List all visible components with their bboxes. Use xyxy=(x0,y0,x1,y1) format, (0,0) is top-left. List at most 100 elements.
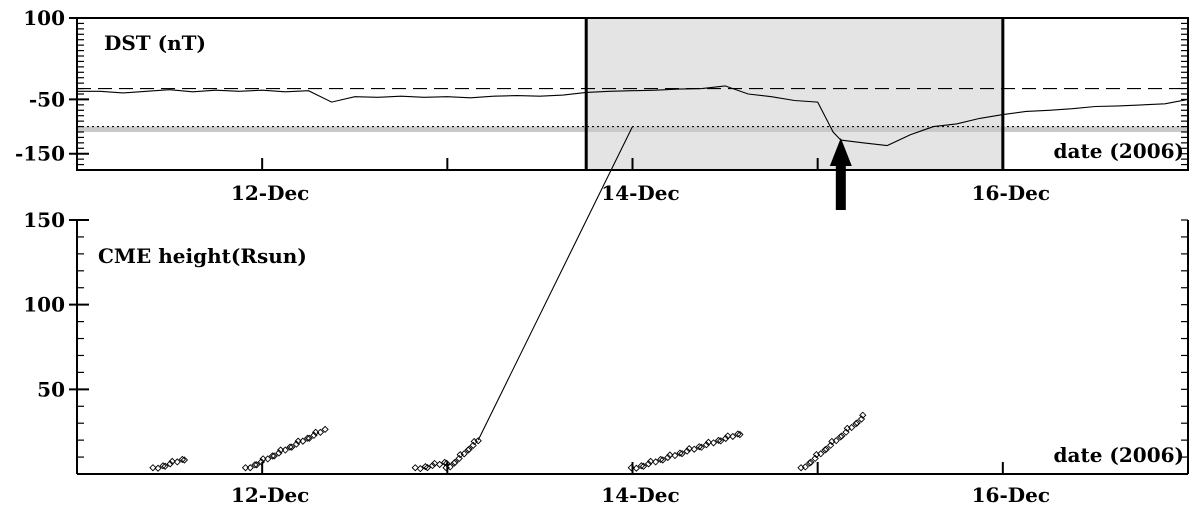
cme-height-point xyxy=(303,434,312,442)
dst-x-tick-label: 16-Dec xyxy=(972,181,1050,205)
cme-height-point xyxy=(430,459,439,468)
cme-height-point xyxy=(154,464,162,472)
cme-height-point xyxy=(241,464,250,472)
dst-x-axis-label: date (2006) xyxy=(1054,139,1184,163)
cme-x-axis: 12-Dec 14-Dec 16-Dec xyxy=(76,462,1189,507)
arrow-head xyxy=(829,138,852,166)
cme-height-point xyxy=(797,464,805,472)
dst-series-line xyxy=(77,85,1189,147)
cme-height-point xyxy=(709,439,718,447)
cme-height-point xyxy=(652,458,660,466)
cme-height-point xyxy=(180,456,189,464)
cme-height-point xyxy=(676,449,684,457)
cme-height-point xyxy=(178,455,186,464)
cme-height-point xyxy=(716,437,725,445)
cme-panel-title: CME height(Rsun) xyxy=(98,244,307,268)
cme-height-point xyxy=(671,451,679,460)
cme-height-point xyxy=(729,432,737,441)
cme-height-point xyxy=(811,454,819,463)
cme-y-tick-label: 100 xyxy=(23,293,65,317)
cme-height-point xyxy=(276,446,285,454)
cme-height-point xyxy=(659,456,667,464)
cme-height-point xyxy=(842,428,850,436)
dst-panel: 100 -50 -150 12-Dec 14-Dec 16-Dec DST (nT) d… xyxy=(15,6,1189,210)
dst-x-tick-label: 12-Dec xyxy=(231,181,309,205)
cme-height-point xyxy=(253,461,261,469)
cme-height-point xyxy=(838,432,846,440)
cme-height-point xyxy=(826,441,835,449)
cme-height-point xyxy=(690,445,698,453)
arrow-shaft xyxy=(835,162,846,210)
cme-height-point xyxy=(421,462,430,471)
cme-height-markers xyxy=(149,411,867,473)
cme-height-point xyxy=(259,455,267,463)
cme-height-point xyxy=(857,415,866,423)
cme-height-point xyxy=(639,462,648,470)
cme-height-point xyxy=(251,461,259,469)
dst-y-axis: 100 -50 -150 xyxy=(15,6,89,166)
cme-height-point xyxy=(286,443,294,451)
cme-height-point xyxy=(288,443,296,451)
cme-height-point xyxy=(451,458,459,466)
cme-minor-ticks xyxy=(77,219,1188,475)
cme-height-point xyxy=(460,450,468,458)
cme-height-point xyxy=(316,428,325,436)
cme-height-point xyxy=(801,463,809,471)
cme-x-axis-label: date (2006) xyxy=(1054,443,1184,467)
cme-height-point xyxy=(246,464,254,472)
cme-height-point xyxy=(817,450,825,458)
cme-height-point xyxy=(423,463,432,472)
cme-height-point xyxy=(859,411,867,419)
cme-height-point xyxy=(442,464,450,472)
dst-y-tick-label: 100 xyxy=(23,6,65,30)
cme-height-point xyxy=(697,443,705,451)
cme-height-point xyxy=(714,436,723,445)
storm-arrow-icon xyxy=(829,138,852,210)
cme-panel: 50 100 150 12-Dec 14-Dec 16-Dec CME height(R… xyxy=(23,126,1189,507)
cme-event-markers xyxy=(627,430,744,472)
cme-height-point xyxy=(275,449,283,457)
cme-projection-line xyxy=(477,126,633,441)
cme-height-point xyxy=(853,419,861,427)
cme-height-point xyxy=(416,465,424,473)
cme-y-tick-label: 50 xyxy=(37,377,65,401)
cme-height-point xyxy=(292,440,301,448)
cme-height-point xyxy=(264,455,272,463)
cme-height-point xyxy=(435,460,444,469)
cme-x-tick-label: 12-Dec xyxy=(231,483,309,506)
cme-height-point xyxy=(469,441,477,450)
cme-height-point xyxy=(470,437,478,446)
cme-height-point xyxy=(294,437,302,445)
cme-height-point xyxy=(828,437,836,446)
cme-event-markers xyxy=(411,458,451,473)
cme-height-point xyxy=(637,462,646,470)
cme-height-point xyxy=(299,437,307,445)
cme-height-point xyxy=(161,462,169,470)
cme-height-point xyxy=(281,446,289,454)
cme-height-point xyxy=(734,430,742,438)
cme-height-point xyxy=(312,428,320,436)
dst-highlight-interval xyxy=(586,18,1003,170)
dst-shaded-band xyxy=(77,126,1188,132)
cme-height-point xyxy=(305,434,313,442)
cme-height-point xyxy=(695,443,703,451)
cme-height-point xyxy=(455,454,463,463)
cme-x-tick-label: 16-Dec xyxy=(972,483,1050,506)
cme-height-point xyxy=(456,450,464,459)
cme-height-point xyxy=(268,452,277,460)
cme-height-point xyxy=(812,450,821,459)
dst-y-tick-label: -50 xyxy=(29,87,65,111)
cme-height-point xyxy=(159,462,167,470)
cme-event-markers xyxy=(797,411,867,472)
cme-y-axis: 50 100 150 xyxy=(23,208,89,401)
cme-height-point xyxy=(257,458,266,466)
cme-height-point xyxy=(657,455,665,464)
cme-height-point xyxy=(411,464,419,472)
cme-height-point xyxy=(310,431,318,439)
cme-event-markers xyxy=(442,437,482,472)
cme-y-tick-label: 150 xyxy=(23,208,65,232)
cme-height-point xyxy=(465,445,473,453)
cme-height-point xyxy=(807,458,815,466)
